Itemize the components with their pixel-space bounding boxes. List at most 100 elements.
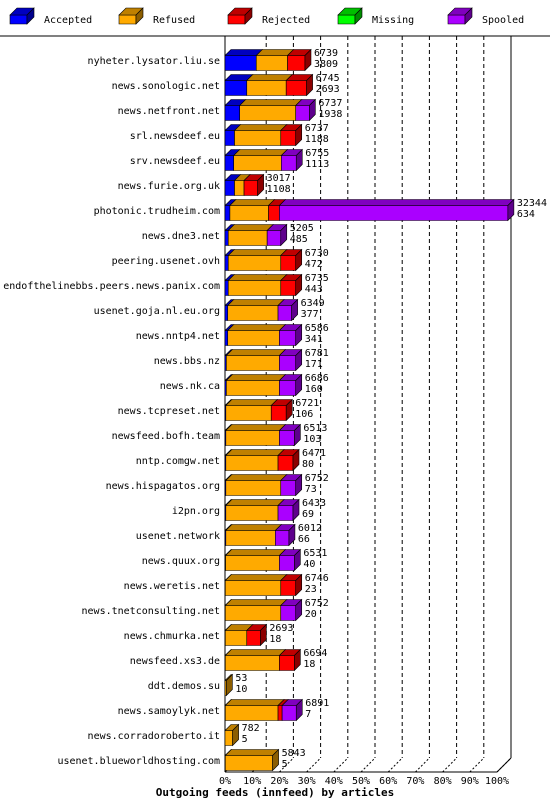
value-label-total: 6513: [303, 423, 327, 434]
bar-segment-side: [260, 623, 267, 647]
bar-segment-top: [224, 649, 287, 656]
bar-segment-top: [278, 199, 515, 206]
bar-segment-rejected: [285, 80, 307, 96]
value-label-secondary: 40: [303, 559, 315, 570]
value-label-secondary: 106: [295, 409, 313, 420]
bar-segment-spooled: [281, 155, 297, 171]
bar-segment-spooled: [281, 705, 297, 721]
bar-news-nntp4-net: [224, 323, 303, 347]
category-label: srv.newsdeef.eu: [130, 156, 220, 167]
bar-segment-side: [292, 448, 300, 472]
value-label-secondary: 10: [235, 684, 247, 695]
value-label-secondary: 80: [302, 459, 314, 470]
bars: [224, 48, 515, 772]
bar-segment-rejected: [277, 705, 283, 721]
value-label-total: 6891: [305, 698, 329, 709]
value-label-secondary: 20: [305, 609, 317, 620]
bar-segment-refused: [224, 580, 282, 596]
x-tick-label: 40%: [325, 776, 343, 787]
bar-segment-rejected: [280, 580, 297, 596]
value-labels: 6739380967452693673719386737118867551113…: [235, 48, 547, 770]
value-label-total: 6694: [303, 648, 327, 659]
bar-segment-side: [226, 673, 233, 697]
value-label-secondary: 1113: [305, 159, 329, 170]
category-label: news.furie.org.uk: [118, 181, 220, 192]
bar-segment-side: [295, 348, 303, 372]
legend-label: Refused: [153, 15, 195, 26]
value-label-secondary: 5: [282, 759, 288, 770]
category-label: news.samoylyk.net: [118, 706, 220, 717]
bar-segment-side: [306, 73, 313, 97]
category-label: nyheter.lysator.liu.se: [88, 56, 220, 67]
bar-segment-refused: [227, 280, 282, 296]
bar-segment-top: [224, 599, 288, 606]
category-label: news.netfront.net: [118, 106, 220, 117]
bar-news-samoylyk-net: [224, 698, 303, 722]
bar-segment-refused: [233, 155, 282, 171]
value-label-total: 6739: [314, 48, 338, 59]
bar-news-dne3-net: [224, 223, 288, 247]
bar-news-furie-org-uk: [224, 173, 265, 197]
x-tick-label: 30%: [298, 776, 316, 787]
bar-segment-refused: [227, 255, 282, 271]
bar-segment-side: [304, 48, 312, 72]
bar-segment-spooled: [280, 605, 297, 621]
legend-label: Rejected: [262, 15, 310, 26]
bar-segment-refused: [226, 380, 280, 396]
legend-swatch-front: [9, 14, 28, 25]
bar-segment-top: [225, 349, 287, 356]
legend-swatch-front: [227, 14, 246, 25]
bar-segment-rejected: [279, 655, 295, 671]
legend-swatch-front: [337, 14, 356, 25]
bar-segment-side: [295, 473, 303, 497]
bar-segment-accepted: [224, 255, 229, 271]
bar-segment-top: [225, 499, 285, 506]
value-label-secondary: 3809: [314, 59, 338, 70]
category-label: usenet.goja.nl.eu.org: [94, 306, 220, 317]
bar-photonic-trudheim-com: [224, 198, 515, 222]
category-label: photonic.trudheim.com: [94, 206, 220, 217]
bar-news-chmurka-net: [224, 623, 268, 647]
bar-segment-spooled: [279, 555, 295, 571]
value-label-secondary: 341: [305, 334, 323, 345]
gridline-floor: [279, 757, 294, 773]
bar-segment-top: [229, 199, 276, 206]
value-label-total: 6746: [305, 573, 329, 584]
bar-segment-side: [295, 148, 303, 172]
bar-segment-accepted: [224, 105, 240, 121]
bar-segment-spooled: [275, 530, 290, 546]
category-label: news.tcpreset.net: [118, 406, 220, 417]
bar-segment-accepted: [224, 155, 235, 171]
bar-segment-refused: [229, 205, 269, 221]
x-tick-label: 0%: [219, 776, 231, 787]
legend-label: Spooled: [482, 15, 524, 26]
bar-segment-refused: [225, 480, 282, 496]
gridline-floor: [360, 757, 376, 773]
bar-segment-side: [292, 498, 300, 522]
bar-segment-top: [227, 274, 288, 281]
bar-news-weretis-net: [224, 573, 303, 597]
bar-segment-accepted: [224, 180, 235, 196]
category-label: news.hispagatos.org: [106, 481, 220, 492]
bar-segment-accepted: [224, 205, 231, 221]
bar-segment-side: [294, 423, 301, 447]
value-label-secondary: 5: [242, 734, 248, 745]
x-tick-label: 80%: [434, 776, 452, 787]
category-label: srl.newsdeef.eu: [130, 131, 220, 142]
bar-segment-top: [225, 424, 287, 431]
gridline-floor: [415, 757, 430, 773]
bar-segment-side: [294, 548, 301, 572]
value-label-total: 2693: [269, 623, 293, 634]
value-label-secondary: 7: [305, 709, 311, 720]
bar-segment-refused: [227, 230, 268, 246]
gridline-floor: [333, 757, 349, 773]
bar-newsfeed-xs3-de: [224, 648, 302, 672]
x-tick-label: 90%: [461, 776, 479, 787]
value-label-total: 6752: [305, 598, 329, 609]
bar-segment-refused: [225, 455, 279, 471]
bar-segment-side: [288, 523, 296, 547]
bar-segment-top: [233, 124, 288, 131]
category-label: news.tnetconsulting.net: [82, 606, 220, 617]
gridline-floor: [387, 757, 403, 773]
